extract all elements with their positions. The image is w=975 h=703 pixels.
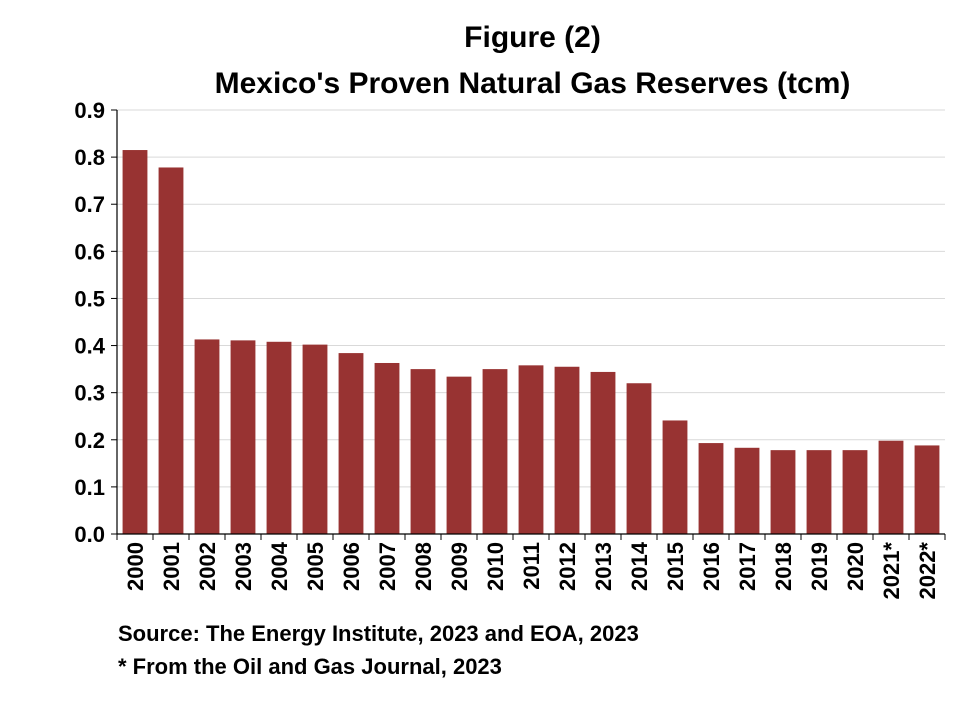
- y-tick-label: 0.9: [74, 98, 105, 123]
- x-tick-label: 2002: [195, 542, 220, 591]
- bar-2000: [122, 150, 148, 535]
- x-tick-label: 2013: [591, 542, 616, 591]
- bar-2014: [626, 383, 652, 534]
- x-tick-label: 2000: [123, 542, 148, 591]
- bar-2017: [734, 447, 760, 534]
- y-tick-label: 0.7: [74, 192, 105, 217]
- y-tick-label: 0.2: [74, 428, 105, 453]
- source-note: Source: The Energy Institute, 2023 and E…: [118, 621, 639, 646]
- bar-2016: [698, 443, 724, 534]
- bar-2022: [914, 445, 940, 534]
- x-tick-label: 2022*: [915, 542, 940, 600]
- x-tick-label: 2012: [555, 542, 580, 591]
- chart-title: Figure (2): [464, 21, 601, 54]
- x-tick-label: 2011: [519, 542, 544, 590]
- x-tick-label: 2009: [447, 542, 472, 591]
- x-tick-label: 2004: [267, 541, 292, 591]
- bar-2002: [194, 339, 220, 534]
- x-tick-label: 2019: [807, 542, 832, 591]
- x-tick-label: 2006: [339, 542, 364, 591]
- x-tick-label: 2015: [663, 542, 688, 591]
- bar-2020: [842, 450, 868, 534]
- bar-2004: [266, 341, 292, 534]
- x-tick-label: 2014: [627, 541, 652, 591]
- y-tick-label: 0.1: [74, 475, 105, 500]
- bar-2015: [662, 420, 688, 534]
- y-tick-label: 0.4: [74, 334, 105, 359]
- x-tick-label: 2020: [843, 542, 868, 591]
- bar-2003: [230, 340, 256, 534]
- y-tick-label: 0.3: [74, 381, 105, 406]
- bar-2005: [302, 344, 328, 534]
- bar-2010: [482, 369, 508, 534]
- axes: [111, 109, 946, 540]
- bar-2013: [590, 371, 616, 534]
- x-tick-labels: 2000 2001 2002 2003 2004 2005 2006 2007 2008 2009…: [123, 541, 940, 599]
- x-tick-label: 2007: [375, 542, 400, 591]
- x-tick-label: 2017: [735, 542, 760, 591]
- bars: [122, 150, 940, 535]
- x-tick-label: 2003: [231, 542, 256, 591]
- y-tick-label: 0.6: [74, 239, 105, 264]
- bar-2021: [878, 440, 904, 534]
- x-tick-label: 2018: [771, 542, 796, 591]
- x-tick-label: 2016: [699, 542, 724, 591]
- x-tick-label: 2010: [483, 542, 508, 591]
- bar-2007: [374, 362, 400, 534]
- bar-2009: [446, 376, 472, 534]
- chart-subtitle: Mexico's Proven Natural Gas Reserves (tc…: [214, 67, 851, 100]
- bar-2011: [518, 365, 544, 534]
- y-tick-label: 0.8: [74, 145, 105, 170]
- x-tick-label: 2008: [411, 542, 436, 591]
- x-tick-label: 2001: [159, 542, 184, 591]
- y-tick-labels: 0.0 0.1 0.2 0.3 0.4 0.5 0.6 0.7 0.8 0.9: [74, 98, 105, 547]
- bar-2018: [770, 450, 796, 534]
- x-tick-label: 2005: [303, 542, 328, 591]
- x-tick-label: 2021*: [879, 542, 904, 600]
- bar-2019: [806, 450, 832, 534]
- bar-2006: [338, 353, 364, 534]
- bar-2012: [554, 366, 580, 534]
- footnote: * From the Oil and Gas Journal, 2023: [118, 654, 502, 679]
- bar-2001: [158, 167, 184, 534]
- y-tick-label: 0.5: [74, 286, 105, 311]
- y-tick-label: 0.0: [74, 522, 105, 547]
- bar-2008: [410, 369, 436, 534]
